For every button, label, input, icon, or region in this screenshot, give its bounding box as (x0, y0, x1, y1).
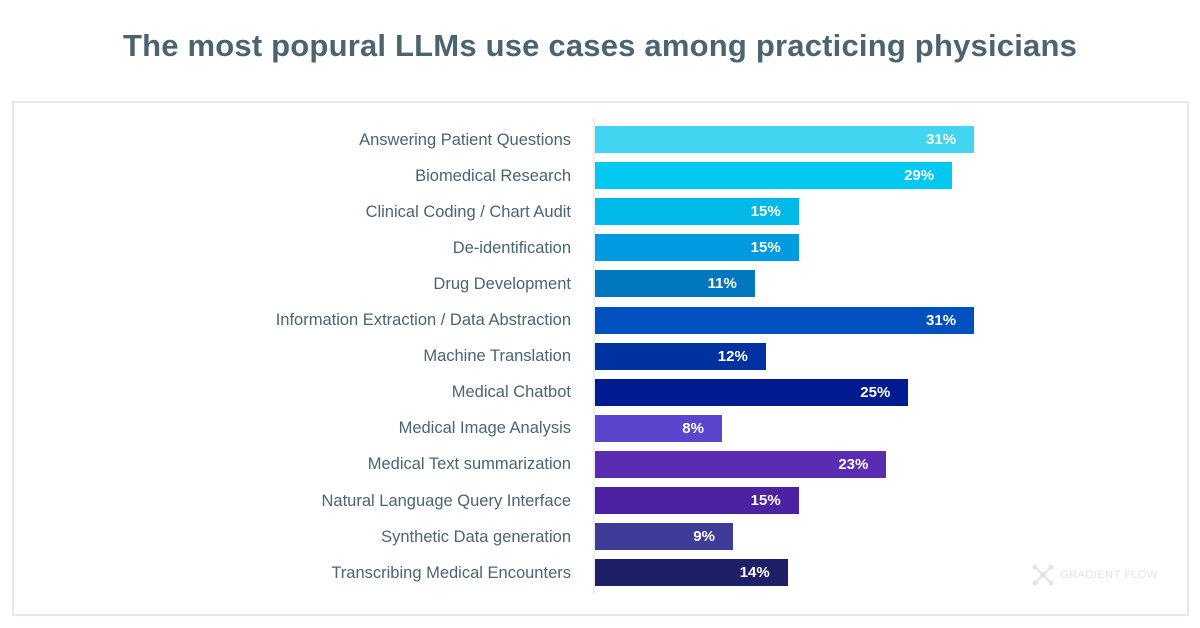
bar: 25% (595, 378, 909, 406)
bar: 9% (595, 523, 733, 551)
bar: 15% (595, 487, 799, 514)
data-label: 15% (750, 203, 781, 221)
data-label: 25% (860, 383, 891, 401)
data-label: 31% (926, 131, 957, 148)
category-label: Clinical Coding / Chart Audit (365, 202, 571, 221)
y-axis-line (593, 118, 595, 594)
bar: 12% (595, 342, 766, 370)
bar: 29% (595, 162, 953, 190)
bar: 31% (595, 126, 975, 153)
category-label: Medical Chatbot (451, 383, 571, 402)
watermark-text: GRADIENT FLOW (1060, 569, 1158, 581)
chart-card (12, 101, 1189, 616)
bar: 23% (595, 450, 887, 478)
data-label: 11% (707, 275, 737, 293)
data-label: 14% (739, 564, 770, 582)
category-label: Biomedical Research (415, 166, 571, 185)
category-label: Drug Development (433, 274, 571, 293)
bar: 11% (595, 270, 755, 298)
chart-title: The most popural LLMs use cases among pr… (122, 28, 1078, 63)
category-label: Natural Language Query Interface (321, 491, 572, 510)
category-label: Machine Translation (423, 347, 571, 366)
category-label: Answering Patient Questions (359, 130, 571, 149)
gradient-flow-logo-icon (1032, 564, 1054, 586)
bar: 15% (595, 234, 799, 262)
data-label: 31% (926, 311, 957, 329)
data-label: 23% (838, 455, 869, 473)
bar: 8% (595, 414, 722, 442)
watermark-logo: GRADIENT FLOW (1032, 564, 1158, 586)
category-label: Synthetic Data generation (381, 527, 571, 546)
bar: 15% (595, 198, 799, 226)
data-label: 15% (750, 492, 781, 509)
data-label: 15% (750, 239, 781, 257)
category-label: De-identification (452, 238, 571, 257)
data-label: 9% (693, 528, 715, 546)
bar: 31% (595, 306, 975, 334)
data-label: 8% (682, 419, 704, 437)
category-label: Medical Image Analysis (398, 419, 571, 438)
data-label: 29% (904, 167, 935, 185)
data-label: 12% (717, 347, 748, 365)
category-label: Transcribing Medical Encounters (331, 563, 571, 582)
category-label: Medical Text summarization (367, 455, 571, 474)
bar: 14% (595, 559, 788, 587)
category-label: Information Extraction / Data Abstractio… (275, 311, 571, 329)
